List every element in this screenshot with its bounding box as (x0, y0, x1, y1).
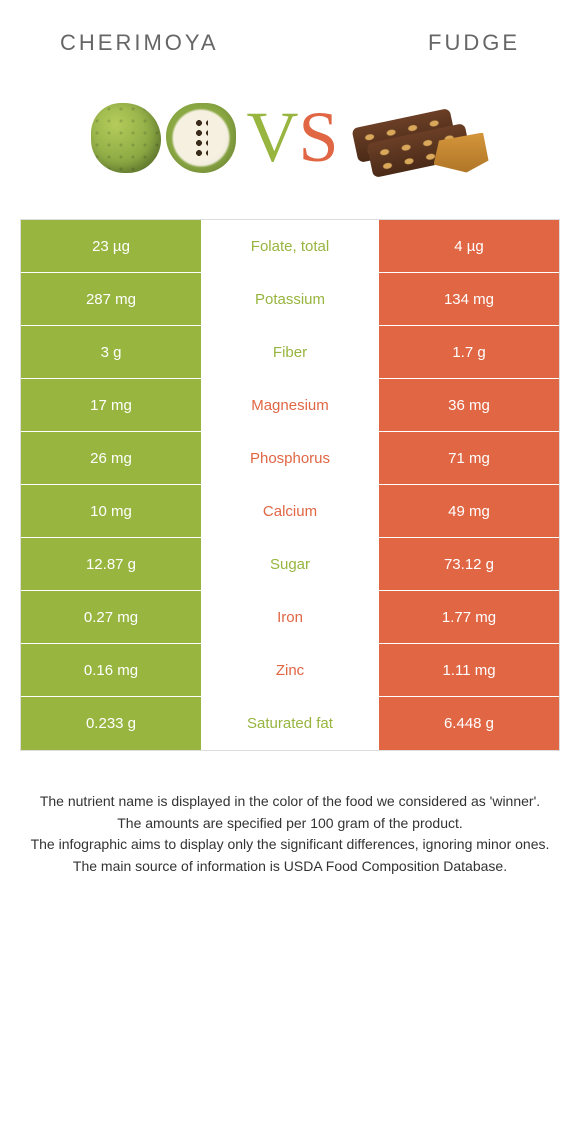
nutrient-label-cell: Magnesium (201, 379, 379, 431)
left-value-cell: 17 mg (21, 379, 201, 431)
table-row: 12.87 gSugar73.12 g (21, 538, 559, 591)
left-value-cell: 26 mg (21, 432, 201, 484)
nutrient-label-cell: Folate, total (201, 220, 379, 272)
footer-line: The main source of information is USDA F… (20, 856, 560, 878)
right-value-cell: 134 mg (379, 273, 559, 325)
cherimoya-image (91, 103, 236, 173)
cherimoya-whole-icon (91, 103, 161, 173)
right-value-cell: 71 mg (379, 432, 559, 484)
footer-line: The infographic aims to display only the… (20, 834, 560, 856)
right-value-cell: 49 mg (379, 485, 559, 537)
right-value-cell: 4 µg (379, 220, 559, 272)
table-row: 0.233 gSaturated fat6.448 g (21, 697, 559, 750)
food-name-left: CHERIMOYA (60, 30, 219, 56)
left-value-cell: 287 mg (21, 273, 201, 325)
left-value-cell: 0.16 mg (21, 644, 201, 696)
table-row: 3 gFiber1.7 g (21, 326, 559, 379)
table-row: 17 mgMagnesium36 mg (21, 379, 559, 432)
footer-notes: The nutrient name is displayed in the co… (0, 751, 580, 878)
table-row: 0.16 mgZinc1.11 mg (21, 644, 559, 697)
left-value-cell: 0.27 mg (21, 591, 201, 643)
right-value-cell: 73.12 g (379, 538, 559, 590)
table-row: 26 mgPhosphorus71 mg (21, 432, 559, 485)
right-value-cell: 1.11 mg (379, 644, 559, 696)
left-value-cell: 12.87 g (21, 538, 201, 590)
cherimoya-cut-icon (166, 103, 236, 173)
right-value-cell: 36 mg (379, 379, 559, 431)
left-value-cell: 0.233 g (21, 697, 201, 750)
nutrient-label-cell: Iron (201, 591, 379, 643)
left-value-cell: 10 mg (21, 485, 201, 537)
right-value-cell: 1.77 mg (379, 591, 559, 643)
food-name-right: FUDGE (428, 30, 520, 56)
images-row: VS (0, 66, 580, 219)
header: CHERIMOYA FUDGE (0, 0, 580, 66)
table-row: 23 µgFolate, total4 µg (21, 220, 559, 273)
right-value-cell: 1.7 g (379, 326, 559, 378)
footer-line: The nutrient name is displayed in the co… (20, 791, 560, 813)
fudge-image (349, 103, 489, 173)
nutrient-label-cell: Sugar (201, 538, 379, 590)
right-value-cell: 6.448 g (379, 697, 559, 750)
nutrient-label-cell: Fiber (201, 326, 379, 378)
table-row: 287 mgPotassium134 mg (21, 273, 559, 326)
nutrient-label-cell: Phosphorus (201, 432, 379, 484)
nutrient-label-cell: Potassium (201, 273, 379, 325)
nutrient-label-cell: Zinc (201, 644, 379, 696)
nutrition-table: 23 µgFolate, total4 µg287 mgPotassium134… (20, 219, 560, 751)
nutrient-label-cell: Saturated fat (201, 697, 379, 750)
vs-v-letter: V (246, 97, 298, 177)
table-row: 10 mgCalcium49 mg (21, 485, 559, 538)
left-value-cell: 3 g (21, 326, 201, 378)
vs-label: VS (246, 96, 338, 179)
table-row: 0.27 mgIron1.77 mg (21, 591, 559, 644)
vs-s-letter: S (298, 97, 338, 177)
footer-line: The amounts are specified per 100 gram o… (20, 813, 560, 835)
nutrient-label-cell: Calcium (201, 485, 379, 537)
left-value-cell: 23 µg (21, 220, 201, 272)
